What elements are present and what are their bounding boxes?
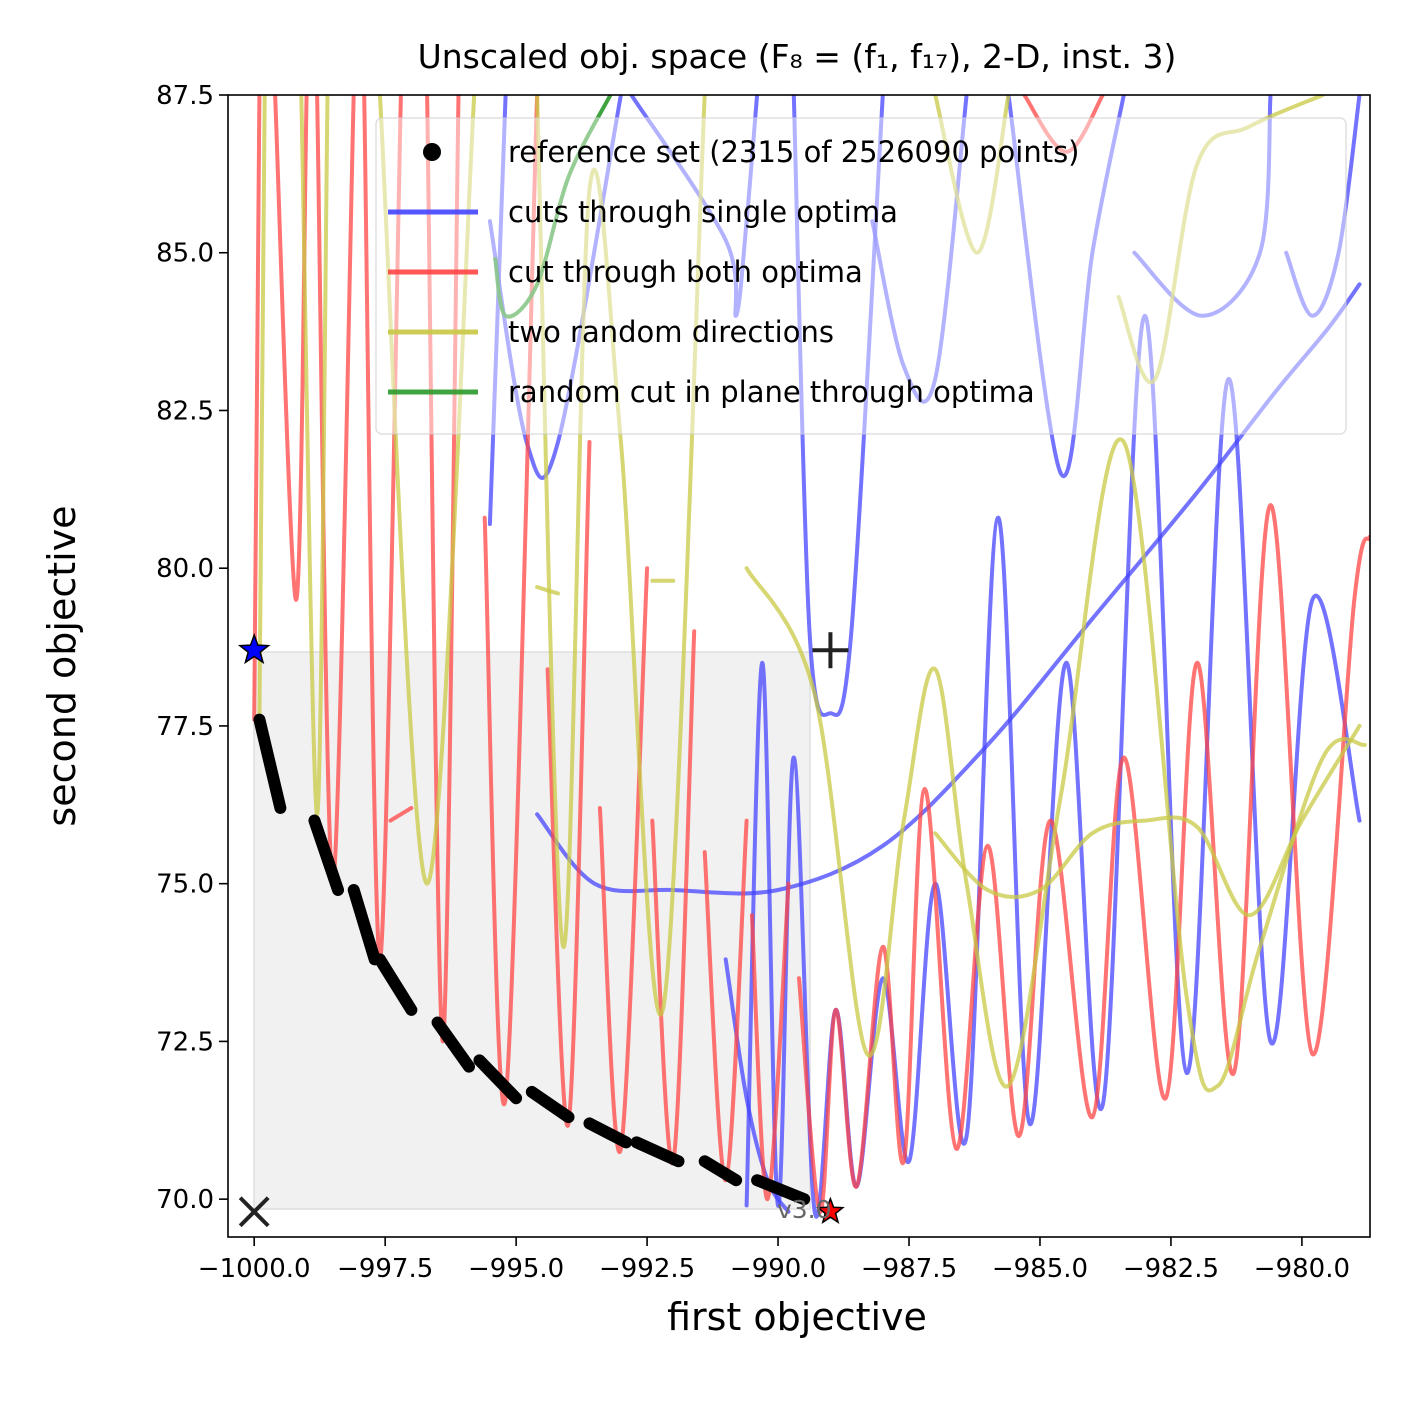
series-1-segment-1 bbox=[487, 95, 508, 526]
marker-layer bbox=[237, 632, 849, 1228]
y-axis: 70.0 72.5 75.0 77.5 80.0 82.5 85.0 87.5 bbox=[156, 81, 228, 1215]
x-tick-label: −995.0 bbox=[468, 1254, 564, 1284]
reference-set-cluster-5 bbox=[431, 1016, 475, 1073]
dominated-region bbox=[253, 651, 811, 1210]
series-1-segment-5 bbox=[870, 95, 969, 404]
series-1-segment-4 bbox=[791, 95, 885, 717]
x-tick-label: −987.5 bbox=[861, 1254, 957, 1284]
y-tick-label: 82.5 bbox=[156, 396, 214, 426]
x-tick-label: −992.5 bbox=[599, 1254, 695, 1284]
plot-frame bbox=[227, 94, 1371, 1238]
reference-set-cluster-4 bbox=[373, 953, 418, 1016]
series-3-segment-9 bbox=[933, 95, 1011, 255]
series-2-segment-13 bbox=[797, 503, 1370, 1214]
legend-entry-1: reference set (2315 of 2526090 points) bbox=[423, 135, 1080, 169]
reference-set-cluster-2 bbox=[308, 814, 345, 896]
y-tick-label: 70.0 bbox=[156, 1185, 214, 1215]
legend: reference set (2315 of 2526090 points) cu… bbox=[375, 117, 1347, 435]
y-tick-label: 85.0 bbox=[156, 239, 214, 269]
ideal-point-marker bbox=[238, 1196, 270, 1228]
reference-set-cluster-1 bbox=[253, 713, 287, 814]
series-1 bbox=[487, 95, 1362, 1219]
series-1-segment-10 bbox=[744, 313, 1362, 1219]
optimum-2-star bbox=[816, 1196, 845, 1225]
x-axis: −1000.0 −997.5 −995.0 −992.5 −990.0 −987.5 −98… bbox=[198, 1237, 1350, 1284]
legend-entry-3: cut through both optima bbox=[388, 255, 863, 289]
reference-set-cluster-11 bbox=[751, 1174, 811, 1206]
series-3-segment-2 bbox=[299, 95, 330, 817]
legend-label: cut through both optima bbox=[508, 255, 863, 289]
x-axis-label: first objective bbox=[667, 1295, 927, 1339]
series-3-segment-10 bbox=[1116, 95, 1325, 385]
legend-entry-5: random cut in plane through optima bbox=[388, 375, 1035, 409]
optimum-1-star bbox=[237, 633, 271, 665]
legend-label: random cut in plane through optima bbox=[508, 375, 1035, 409]
reference-set-cluster-10 bbox=[698, 1155, 743, 1187]
series-4-segment-1 bbox=[493, 95, 613, 319]
y-tick-label: 80.0 bbox=[156, 554, 214, 584]
ideal-x-stroke-2 bbox=[238, 1196, 270, 1228]
x-tick-label: −990.0 bbox=[730, 1254, 826, 1284]
reference-set-cluster-8 bbox=[583, 1117, 633, 1149]
reference-set-cluster-6 bbox=[473, 1054, 523, 1105]
legend-dot bbox=[423, 143, 441, 161]
x-tick-label: −1000.0 bbox=[198, 1254, 311, 1284]
series-3-segment-4 bbox=[535, 95, 707, 1017]
reference-set-cluster-9 bbox=[630, 1136, 685, 1168]
series-2-segment-1 bbox=[252, 95, 262, 722]
x-tick-label: −997.5 bbox=[337, 1254, 433, 1284]
nadir-point-marker bbox=[812, 632, 849, 669]
series-4 bbox=[493, 95, 613, 319]
legend-entry-2: cuts through single optima bbox=[388, 195, 898, 229]
reference-set-layer bbox=[253, 713, 811, 1206]
legend-label: two random directions bbox=[508, 315, 834, 349]
reference-set-cluster-3 bbox=[347, 883, 381, 966]
x-tick-label: −985.0 bbox=[992, 1254, 1088, 1284]
legend-box bbox=[375, 117, 1347, 435]
series-1-segment-3 bbox=[629, 95, 760, 318]
y-axis-label: second objective bbox=[40, 505, 84, 826]
series-2-segment-5 bbox=[388, 806, 414, 823]
legend-entries: reference set (2315 of 2526090 points) cu… bbox=[388, 135, 1080, 409]
x-tick-label: −980.0 bbox=[1254, 1254, 1350, 1284]
series-3-segment-8 bbox=[933, 723, 1362, 918]
reference-set-cluster-7 bbox=[525, 1085, 575, 1124]
x-tick-label: −982.5 bbox=[1123, 1254, 1219, 1284]
legend-label: reference set (2315 of 2526090 points) bbox=[508, 135, 1080, 169]
series-1-segment-7 bbox=[1132, 95, 1273, 318]
plot-area: v3.0 bbox=[237, 95, 1370, 1228]
series-3-segment-7 bbox=[744, 437, 1367, 1093]
legend-entry-4: two random directions bbox=[388, 315, 834, 349]
series-2-segment-14 bbox=[1022, 95, 1105, 154]
series-3-segment-5 bbox=[535, 585, 560, 596]
y-tick-label: 77.5 bbox=[156, 712, 214, 742]
legend-label: cuts through single optima bbox=[508, 195, 898, 229]
series-1-segment-6 bbox=[1006, 95, 1126, 479]
y-tick-label: 75.0 bbox=[156, 870, 214, 900]
series-2-segment-6 bbox=[425, 95, 461, 1044]
y-tick-label: 72.5 bbox=[156, 1027, 214, 1057]
series-1-segment-8 bbox=[1284, 95, 1362, 318]
version-annotation: v3.0 bbox=[777, 1195, 832, 1224]
y-tick-label: 87.5 bbox=[156, 81, 214, 111]
series-3-segment-3 bbox=[377, 95, 477, 886]
series-2-segment-12 bbox=[749, 881, 791, 1202]
chart-title: Unscaled obj. space (F₈ = (f₁, f₁₇), 2-D… bbox=[418, 37, 1177, 76]
series-1-segment-9 bbox=[535, 282, 1362, 896]
series-1-segment-11 bbox=[723, 957, 791, 1214]
